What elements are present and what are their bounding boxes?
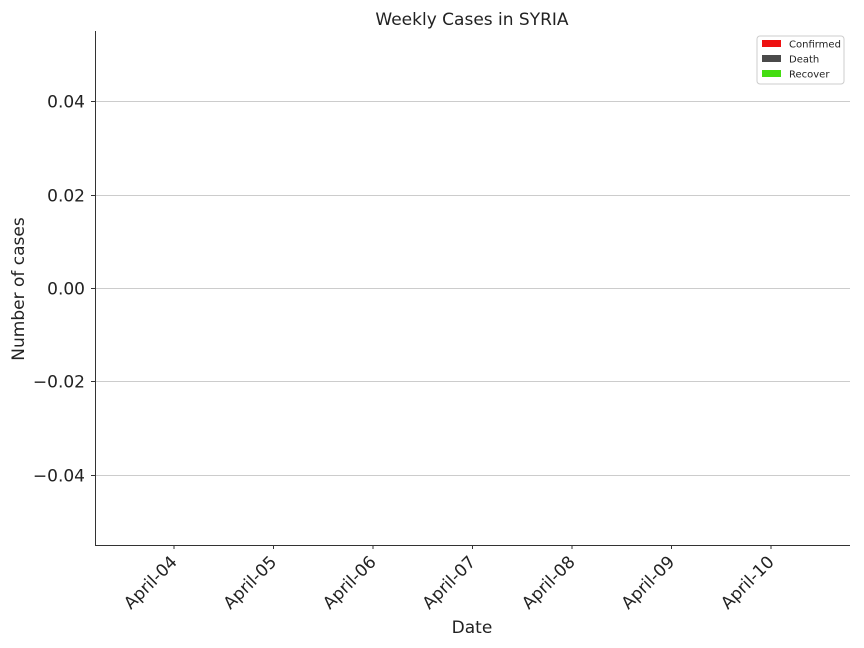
legend-swatch bbox=[762, 55, 781, 62]
y-tick-label: 0.00 bbox=[47, 280, 85, 300]
y-tick-label: 0.02 bbox=[47, 187, 85, 207]
x-tick-label: April-04 bbox=[120, 552, 181, 613]
y-tick-label: −0.04 bbox=[33, 467, 85, 487]
legend-label: Recover bbox=[789, 70, 830, 81]
y-axis-ticks: −0.04 −0.02 0.00 0.02 0.04 bbox=[33, 93, 95, 487]
legend-label: Confirmed bbox=[789, 40, 841, 51]
legend-swatch bbox=[762, 40, 781, 47]
x-axis-ticks: April-04 April-05 April-06 April-07 April-08… bbox=[120, 545, 779, 614]
x-tick-label: April-08 bbox=[518, 552, 579, 613]
y-tick-label: 0.04 bbox=[47, 93, 85, 113]
x-axis-label: Date bbox=[452, 618, 493, 638]
legend-swatch bbox=[762, 70, 781, 77]
x-tick-label: April-10 bbox=[717, 552, 778, 613]
x-tick-label: April-09 bbox=[618, 552, 679, 613]
x-tick-label: April-05 bbox=[220, 552, 281, 613]
y-axis-label: Number of cases bbox=[9, 217, 29, 361]
y-tick-label: −0.02 bbox=[33, 373, 85, 393]
chart-title: Weekly Cases in SYRIA bbox=[375, 10, 569, 30]
legend: Confirmed Death Recover bbox=[756, 35, 845, 85]
legend-label: Death bbox=[789, 55, 819, 66]
x-tick-label: April-07 bbox=[419, 552, 480, 613]
x-tick-label: April-06 bbox=[319, 552, 380, 613]
grid-lines bbox=[95, 101, 850, 476]
